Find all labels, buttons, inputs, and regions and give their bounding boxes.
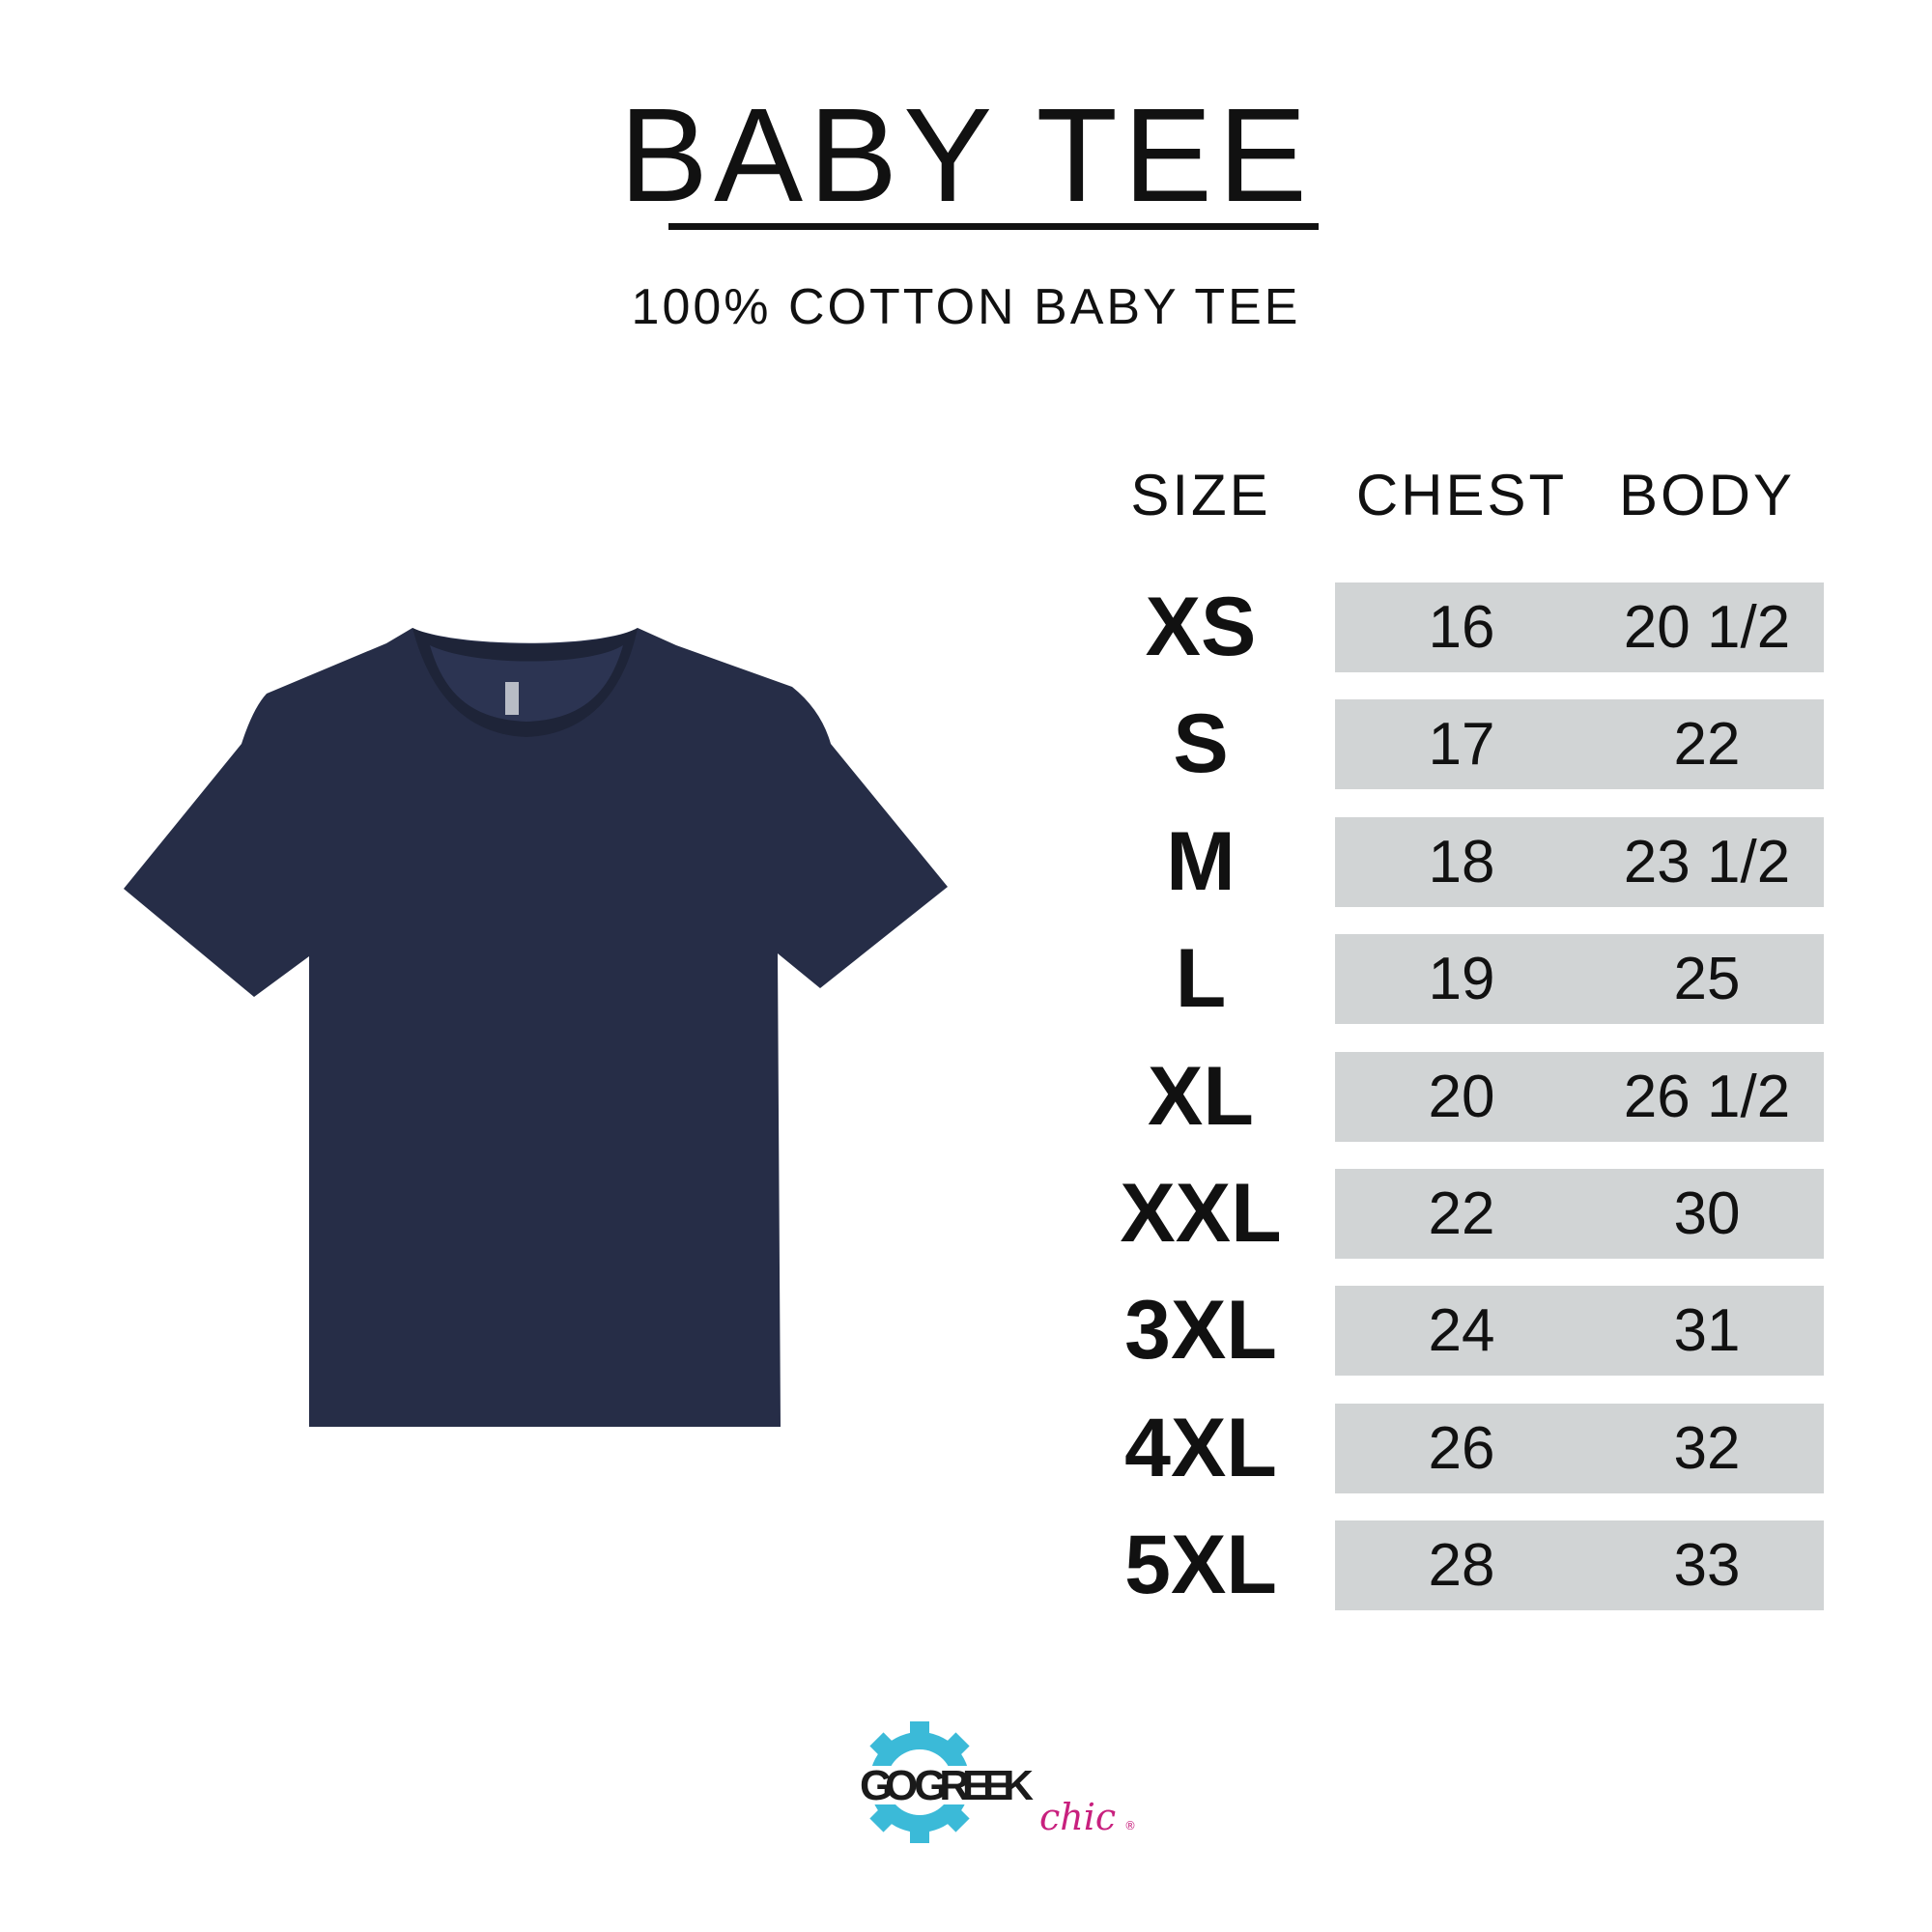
body-value: 23 1/2 bbox=[1623, 828, 1791, 895]
size-label: 3XL bbox=[1124, 1284, 1277, 1378]
body-value: 20 1/2 bbox=[1623, 594, 1791, 661]
table-row: XS 16 20 1/2 bbox=[1101, 582, 1835, 672]
t-shirt-body bbox=[124, 628, 948, 1427]
table-row: XXL 22 30 bbox=[1101, 1169, 1835, 1259]
chest-value: 24 bbox=[1428, 1297, 1495, 1365]
logo-main-text: GO GREEK bbox=[860, 1762, 1034, 1809]
chest-value: 26 bbox=[1428, 1414, 1495, 1482]
title-underline bbox=[668, 223, 1319, 230]
size-label: XXL bbox=[1120, 1167, 1282, 1260]
page-title: BABY TEE bbox=[619, 81, 1313, 230]
chest-value: 19 bbox=[1428, 946, 1495, 1013]
row-band bbox=[1335, 582, 1824, 672]
size-label: L bbox=[1175, 932, 1227, 1026]
row-band bbox=[1335, 816, 1824, 907]
gear-tooth bbox=[910, 1721, 929, 1741]
table-row: XL 20 26 1/2 bbox=[1101, 1051, 1835, 1142]
table-row: M 18 23 1/2 bbox=[1101, 816, 1835, 907]
row-band bbox=[1335, 1286, 1824, 1377]
row-band bbox=[1335, 1403, 1824, 1493]
table-row: 3XL 24 31 bbox=[1101, 1286, 1835, 1377]
size-label: M bbox=[1166, 814, 1236, 908]
table-row: 4XL 26 32 bbox=[1101, 1403, 1835, 1493]
neck-label-icon bbox=[505, 682, 519, 715]
size-label: 4XL bbox=[1124, 1401, 1277, 1494]
registered-mark: ® bbox=[1124, 1819, 1136, 1833]
go-greek-chic-logo: GO GREEK chic ® bbox=[850, 1721, 1136, 1843]
row-band bbox=[1335, 699, 1824, 790]
table-row: S 17 22 bbox=[1101, 699, 1835, 790]
size-label: XL bbox=[1148, 1049, 1254, 1143]
body-value: 33 bbox=[1673, 1532, 1741, 1600]
body-value: 32 bbox=[1673, 1414, 1741, 1482]
chest-value: 20 bbox=[1428, 1063, 1495, 1130]
row-band bbox=[1335, 1169, 1824, 1259]
chest-value: 18 bbox=[1428, 828, 1495, 895]
logo-script-text: chic bbox=[1039, 1796, 1116, 1838]
body-value: 26 1/2 bbox=[1623, 1063, 1791, 1130]
size-label: S bbox=[1173, 697, 1229, 791]
header-size: SIZE bbox=[1130, 463, 1271, 527]
body-value: 22 bbox=[1673, 711, 1741, 779]
chest-value: 17 bbox=[1428, 711, 1495, 779]
chest-value: 16 bbox=[1428, 594, 1495, 661]
body-value: 25 bbox=[1673, 946, 1741, 1013]
size-label: 5XL bbox=[1124, 1519, 1277, 1612]
table-row: L 19 25 bbox=[1101, 934, 1835, 1025]
chest-value: 22 bbox=[1428, 1180, 1495, 1247]
table-row: 5XL 28 33 bbox=[1101, 1520, 1835, 1611]
collar-inner bbox=[430, 645, 623, 722]
header-body: BODY bbox=[1618, 463, 1796, 527]
chest-value: 28 bbox=[1428, 1532, 1495, 1600]
size-label: XS bbox=[1145, 581, 1257, 673]
row-band bbox=[1335, 1520, 1824, 1611]
subtitle: 100% COTTON BABY TEE bbox=[631, 279, 1301, 335]
row-band bbox=[1335, 934, 1824, 1025]
header-chest: CHEST bbox=[1355, 463, 1568, 527]
row-band bbox=[1335, 1051, 1824, 1142]
gear-tooth bbox=[910, 1824, 929, 1843]
body-value: 31 bbox=[1673, 1297, 1741, 1365]
body-value: 30 bbox=[1673, 1180, 1741, 1247]
